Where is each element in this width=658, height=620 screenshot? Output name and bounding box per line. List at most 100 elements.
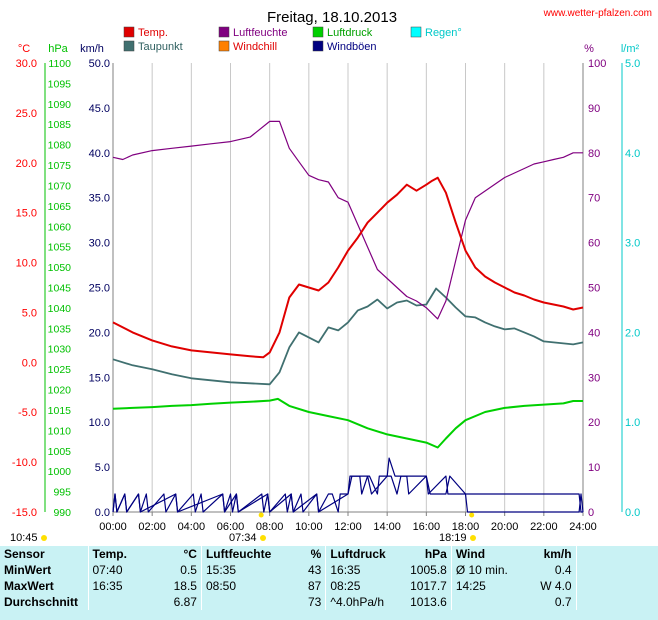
row-max-hum-time: 08:50	[200, 578, 289, 594]
x-tick-label: 02:00	[138, 521, 166, 533]
row-min-press: 1005.8	[410, 563, 447, 577]
temp-tick-label: 0.0	[22, 357, 37, 369]
row-min-temp: 0.5	[180, 563, 197, 577]
pressure-tick-label: 995	[53, 487, 71, 499]
row-max-press: 1017.7	[410, 579, 447, 593]
summary-table: Sensor Temp. °C Luftfeuchte % Luftdruck …	[0, 546, 658, 620]
wind-tick-label: 15.0	[89, 372, 110, 384]
pressure-tick-label: 1035	[48, 323, 72, 335]
daylength-label: 10:45	[10, 532, 38, 544]
legend-swatch	[312, 26, 324, 38]
header-temp: Temp.	[87, 546, 155, 562]
row-min-hum-time: 15:35	[200, 562, 289, 578]
temp-tick-label: 30.0	[16, 58, 37, 70]
x-tick-label: 14:00	[373, 521, 401, 533]
chart-axes	[44, 63, 623, 513]
legend-label: Windchill	[233, 41, 277, 53]
legend-label: Regen°	[425, 27, 462, 39]
humidity-tick-label: 60	[588, 238, 600, 250]
pressure-tick-label: 1020	[48, 385, 72, 397]
legend-label: Taupunkt	[138, 41, 183, 53]
pressure-tick-label: 1080	[48, 140, 72, 152]
header-wind: Wind	[450, 546, 529, 562]
pressure-tick-label: 1045	[48, 283, 72, 295]
pressure-tick-label: 1060	[48, 221, 72, 233]
temp-tick-label: 25.0	[16, 108, 37, 120]
legend-swatch	[218, 26, 230, 38]
header-pressure-unit: hPa	[424, 547, 447, 561]
row-min-wind-label: Ø 10 min.	[450, 562, 529, 578]
x-tick-label: 18:00	[452, 521, 480, 533]
row-max-label: MaxWert	[4, 579, 54, 593]
humidity-tick-label: 20	[588, 417, 600, 429]
pressure-tick-label: 1085	[48, 119, 72, 131]
humidity-unit: %	[584, 43, 594, 55]
x-tick-label: 24:00	[569, 521, 597, 533]
rain-tick-label: 0.0	[625, 507, 640, 519]
row-max-hum: 87	[307, 579, 322, 593]
sun-icon-sunset	[470, 535, 476, 541]
rain-tick-label: 3.0	[625, 238, 640, 250]
pressure-tick-label: 1065	[48, 201, 72, 213]
pressure-tick-label: 1070	[48, 180, 72, 192]
wind-tick-label: 45.0	[89, 103, 110, 115]
pressure-tick-label: 1040	[48, 303, 72, 315]
legend-label: Temp.	[138, 27, 168, 39]
temp-tick-label: -5.0	[18, 407, 37, 419]
row-min-label: MinWert	[4, 563, 52, 577]
rain-tick-label: 1.0	[625, 417, 640, 429]
humidity-tick-label: 70	[588, 193, 600, 205]
wind-unit: km/h	[80, 43, 104, 55]
pressure-tick-label: 1015	[48, 405, 72, 417]
pressure-tick-label: 1050	[48, 262, 72, 274]
series-line-luftdruck	[112, 397, 583, 449]
source-link[interactable]: www.wetter-pfalzen.com	[543, 8, 652, 19]
row-avg-press-trend: ^4.0hPa/h	[325, 594, 404, 610]
sunset-marker	[469, 512, 475, 518]
temp-tick-label: 10.0	[16, 258, 37, 270]
sunrise-marker	[258, 512, 264, 518]
sun-icon-daylength	[41, 535, 47, 541]
rain-tick-label: 2.0	[625, 327, 640, 339]
row-avg-temp: 6.87	[173, 595, 197, 609]
chart-legend: Temp. Luftfeuchte Luftdruck Regen° Taupunkt W…	[123, 26, 462, 53]
x-tick-label: 16:00	[413, 521, 441, 533]
pressure-tick-label: 990	[53, 507, 71, 519]
row-min-temp-time: 07:40	[87, 562, 155, 578]
row-avg-press: 1013.6	[410, 595, 447, 609]
series-line-luftfeuchte	[112, 120, 583, 320]
x-tick-label: 22:00	[530, 521, 558, 533]
wind-tick-label: 0.0	[95, 507, 110, 519]
row-min-wind: 0.4	[554, 563, 572, 577]
legend-label: Windböen	[327, 41, 377, 53]
row-max-press-time: 08:25	[325, 578, 404, 594]
chart-grid	[151, 63, 545, 512]
x-tick-label: 20:00	[491, 521, 519, 533]
header-wind-unit: km/h	[543, 547, 572, 561]
series-line-taupunkt	[112, 287, 584, 386]
legend-label: Luftfeuchte	[233, 27, 287, 39]
chart-series	[112, 120, 584, 513]
humidity-tick-label: 10	[588, 462, 600, 474]
pressure-tick-label: 1055	[48, 242, 72, 254]
summary-row-max: MaxWert 16:35 18.5 08:50 87 08:25 1017.7…	[0, 578, 658, 594]
x-tick-label: 04:00	[178, 521, 206, 533]
pressure-tick-label: 1010	[48, 425, 72, 437]
row-avg-hum-time	[200, 594, 289, 610]
humidity-tick-label: 50	[588, 283, 600, 295]
pressure-unit: hPa	[48, 43, 68, 55]
temp-tick-label: -10.0	[12, 457, 37, 469]
row-min-press-time: 16:35	[325, 562, 404, 578]
humidity-tick-label: 100	[588, 58, 606, 70]
humidity-tick-label: 30	[588, 372, 600, 384]
temp-tick-label: 20.0	[16, 158, 37, 170]
temp-unit: °C	[18, 43, 30, 55]
pressure-tick-label: 1005	[48, 446, 72, 458]
row-max-wind-time: 14:25	[450, 578, 529, 594]
x-tick-label: 00:00	[99, 521, 127, 533]
humidity-tick-label: 0	[588, 507, 594, 519]
sun-icon-sunrise	[260, 535, 266, 541]
header-humidity-unit: %	[310, 547, 322, 561]
pressure-tick-label: 1090	[48, 99, 72, 111]
